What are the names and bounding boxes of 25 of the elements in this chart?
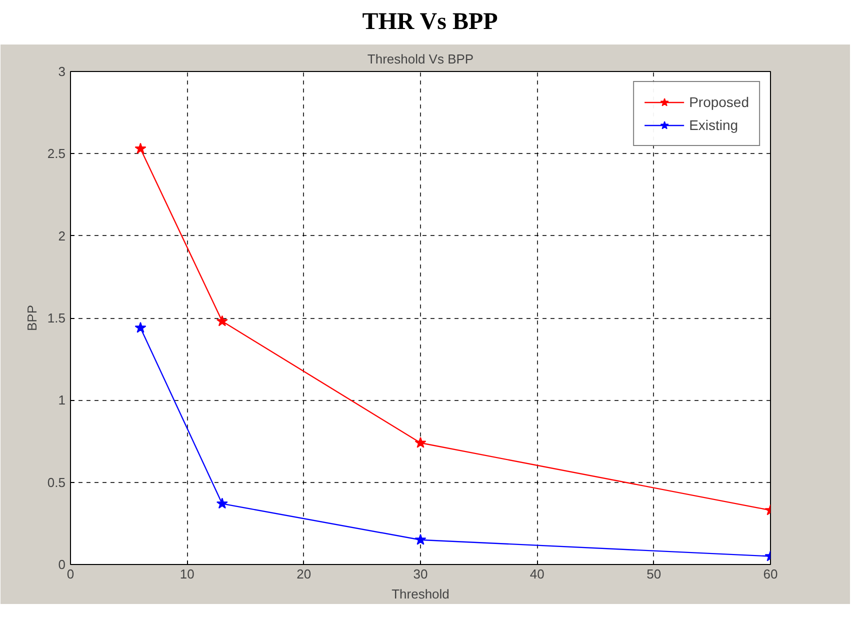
point xyxy=(414,534,426,546)
y-tick-label: 0.5 xyxy=(47,475,66,490)
point xyxy=(414,437,426,448)
y-axis-title: BPP xyxy=(24,305,40,332)
chart-subtitle: Threshold Vs BPP xyxy=(367,52,474,67)
y-tick-label: 1 xyxy=(58,392,66,408)
y-tick-label: 2 xyxy=(58,228,66,244)
legend-label: Proposed xyxy=(689,94,749,110)
legend-label: Existing xyxy=(689,117,738,134)
point xyxy=(134,322,146,334)
point xyxy=(216,316,228,327)
chart-title: THR Vs BPP xyxy=(362,8,498,37)
y-tick-label: 0 xyxy=(58,557,66,572)
y-tick-label: 1.5 xyxy=(47,310,66,326)
point xyxy=(216,498,228,509)
point xyxy=(134,143,146,154)
x-tick-label: 30 xyxy=(413,566,428,582)
x-tick-label: 10 xyxy=(180,566,194,582)
x-tick-label: 20 xyxy=(296,566,312,582)
y-tick-label: 2.5 xyxy=(47,146,66,162)
x-tick-label: 40 xyxy=(530,566,544,582)
x-tick-label: 50 xyxy=(646,566,662,582)
y-tick-label: 3 xyxy=(58,64,66,80)
x-axis-title: Threshold xyxy=(392,586,450,602)
x-tick-label: 60 xyxy=(763,566,778,582)
